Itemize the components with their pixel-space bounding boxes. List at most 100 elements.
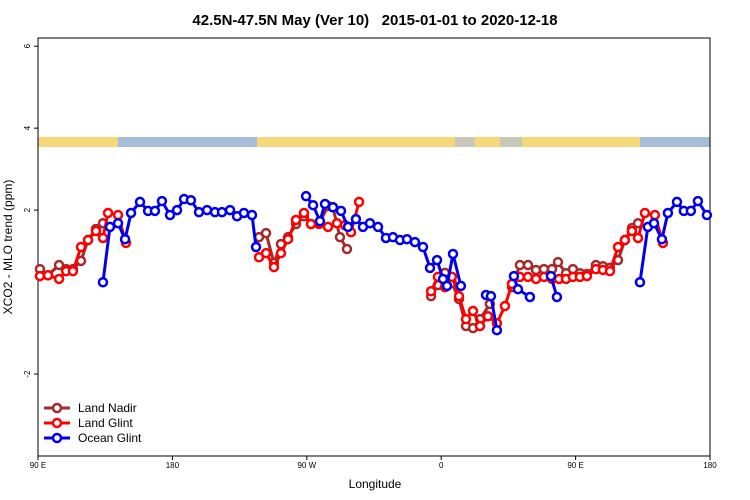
point bbox=[634, 276, 646, 288]
x-tick-label: 90 E bbox=[30, 461, 46, 470]
point bbox=[193, 206, 205, 218]
legend-marker bbox=[51, 432, 63, 444]
point bbox=[474, 320, 486, 332]
chart-title: 42.5N-47.5N May (Ver 10) 2015-01-01 to 2… bbox=[192, 12, 557, 29]
point bbox=[453, 290, 465, 302]
point bbox=[282, 233, 294, 245]
x-axis-label: Longitude bbox=[349, 477, 402, 491]
point bbox=[216, 206, 228, 218]
surface-band bbox=[38, 137, 710, 147]
point bbox=[134, 196, 146, 208]
legend-marker bbox=[51, 402, 63, 414]
point bbox=[260, 247, 272, 259]
point bbox=[424, 262, 436, 274]
point bbox=[455, 280, 467, 292]
point bbox=[112, 217, 124, 229]
point bbox=[260, 227, 272, 239]
point bbox=[649, 209, 661, 221]
point bbox=[53, 273, 65, 285]
point bbox=[171, 204, 183, 216]
ocean-band bbox=[500, 137, 522, 147]
point bbox=[353, 196, 365, 208]
x-tick-label: 90 E bbox=[567, 461, 583, 470]
point bbox=[639, 207, 651, 219]
x-tick-label: 0 bbox=[439, 461, 444, 470]
point bbox=[90, 225, 102, 237]
point bbox=[372, 221, 384, 233]
plot-frame bbox=[37, 37, 711, 457]
point bbox=[268, 261, 280, 273]
y-tick-label: 2 bbox=[23, 207, 32, 212]
point bbox=[692, 195, 704, 207]
point bbox=[341, 243, 353, 255]
point bbox=[104, 221, 116, 233]
point bbox=[82, 234, 94, 246]
point bbox=[290, 214, 302, 226]
point bbox=[685, 205, 697, 217]
ocean-band bbox=[455, 137, 475, 147]
point bbox=[482, 311, 494, 322]
point bbox=[185, 195, 197, 206]
point bbox=[460, 313, 472, 325]
point bbox=[581, 270, 593, 282]
point bbox=[34, 270, 46, 282]
point bbox=[364, 217, 376, 229]
point bbox=[125, 207, 137, 219]
point bbox=[425, 286, 437, 297]
point bbox=[322, 221, 334, 233]
x-tick-label: 180 bbox=[166, 461, 180, 470]
legend-label: Ocean Glint bbox=[78, 431, 142, 445]
point bbox=[467, 305, 479, 317]
point bbox=[662, 207, 674, 219]
point bbox=[298, 207, 310, 219]
ocean-band bbox=[640, 137, 710, 147]
point bbox=[75, 241, 87, 253]
point bbox=[334, 231, 346, 243]
point bbox=[514, 259, 526, 271]
point bbox=[300, 190, 312, 202]
point bbox=[42, 270, 54, 281]
x-tick-label: 180 bbox=[703, 461, 717, 470]
point bbox=[97, 232, 109, 244]
point bbox=[701, 209, 713, 221]
point bbox=[97, 276, 109, 288]
point bbox=[612, 241, 624, 253]
point bbox=[342, 221, 354, 233]
point bbox=[275, 247, 287, 259]
point bbox=[156, 195, 168, 207]
point bbox=[307, 199, 319, 211]
legend-label: Land Nadir bbox=[78, 401, 137, 415]
point bbox=[512, 283, 524, 295]
point bbox=[238, 207, 250, 219]
point bbox=[499, 300, 511, 312]
point bbox=[522, 259, 534, 271]
point bbox=[431, 254, 443, 266]
y-tick-label: -2 bbox=[23, 370, 32, 378]
point bbox=[224, 204, 236, 216]
marks bbox=[34, 190, 713, 336]
point bbox=[485, 290, 497, 302]
y-tick-label: 4 bbox=[23, 125, 32, 130]
point bbox=[67, 265, 79, 277]
point bbox=[619, 234, 631, 246]
point bbox=[671, 196, 683, 208]
point bbox=[335, 205, 347, 217]
point bbox=[314, 215, 326, 227]
legend-marker bbox=[51, 417, 63, 429]
point bbox=[246, 209, 258, 221]
point bbox=[648, 217, 660, 229]
x-tick-label: 90 W bbox=[297, 461, 316, 470]
point bbox=[350, 213, 362, 225]
point bbox=[604, 265, 616, 277]
point bbox=[149, 205, 161, 217]
y-tick-label: 6 bbox=[23, 43, 32, 48]
point bbox=[632, 232, 644, 244]
point bbox=[164, 209, 176, 221]
point bbox=[119, 233, 131, 245]
point bbox=[491, 324, 503, 336]
point bbox=[327, 201, 339, 213]
legend-label: Land Glint bbox=[78, 416, 133, 430]
point bbox=[545, 270, 557, 282]
